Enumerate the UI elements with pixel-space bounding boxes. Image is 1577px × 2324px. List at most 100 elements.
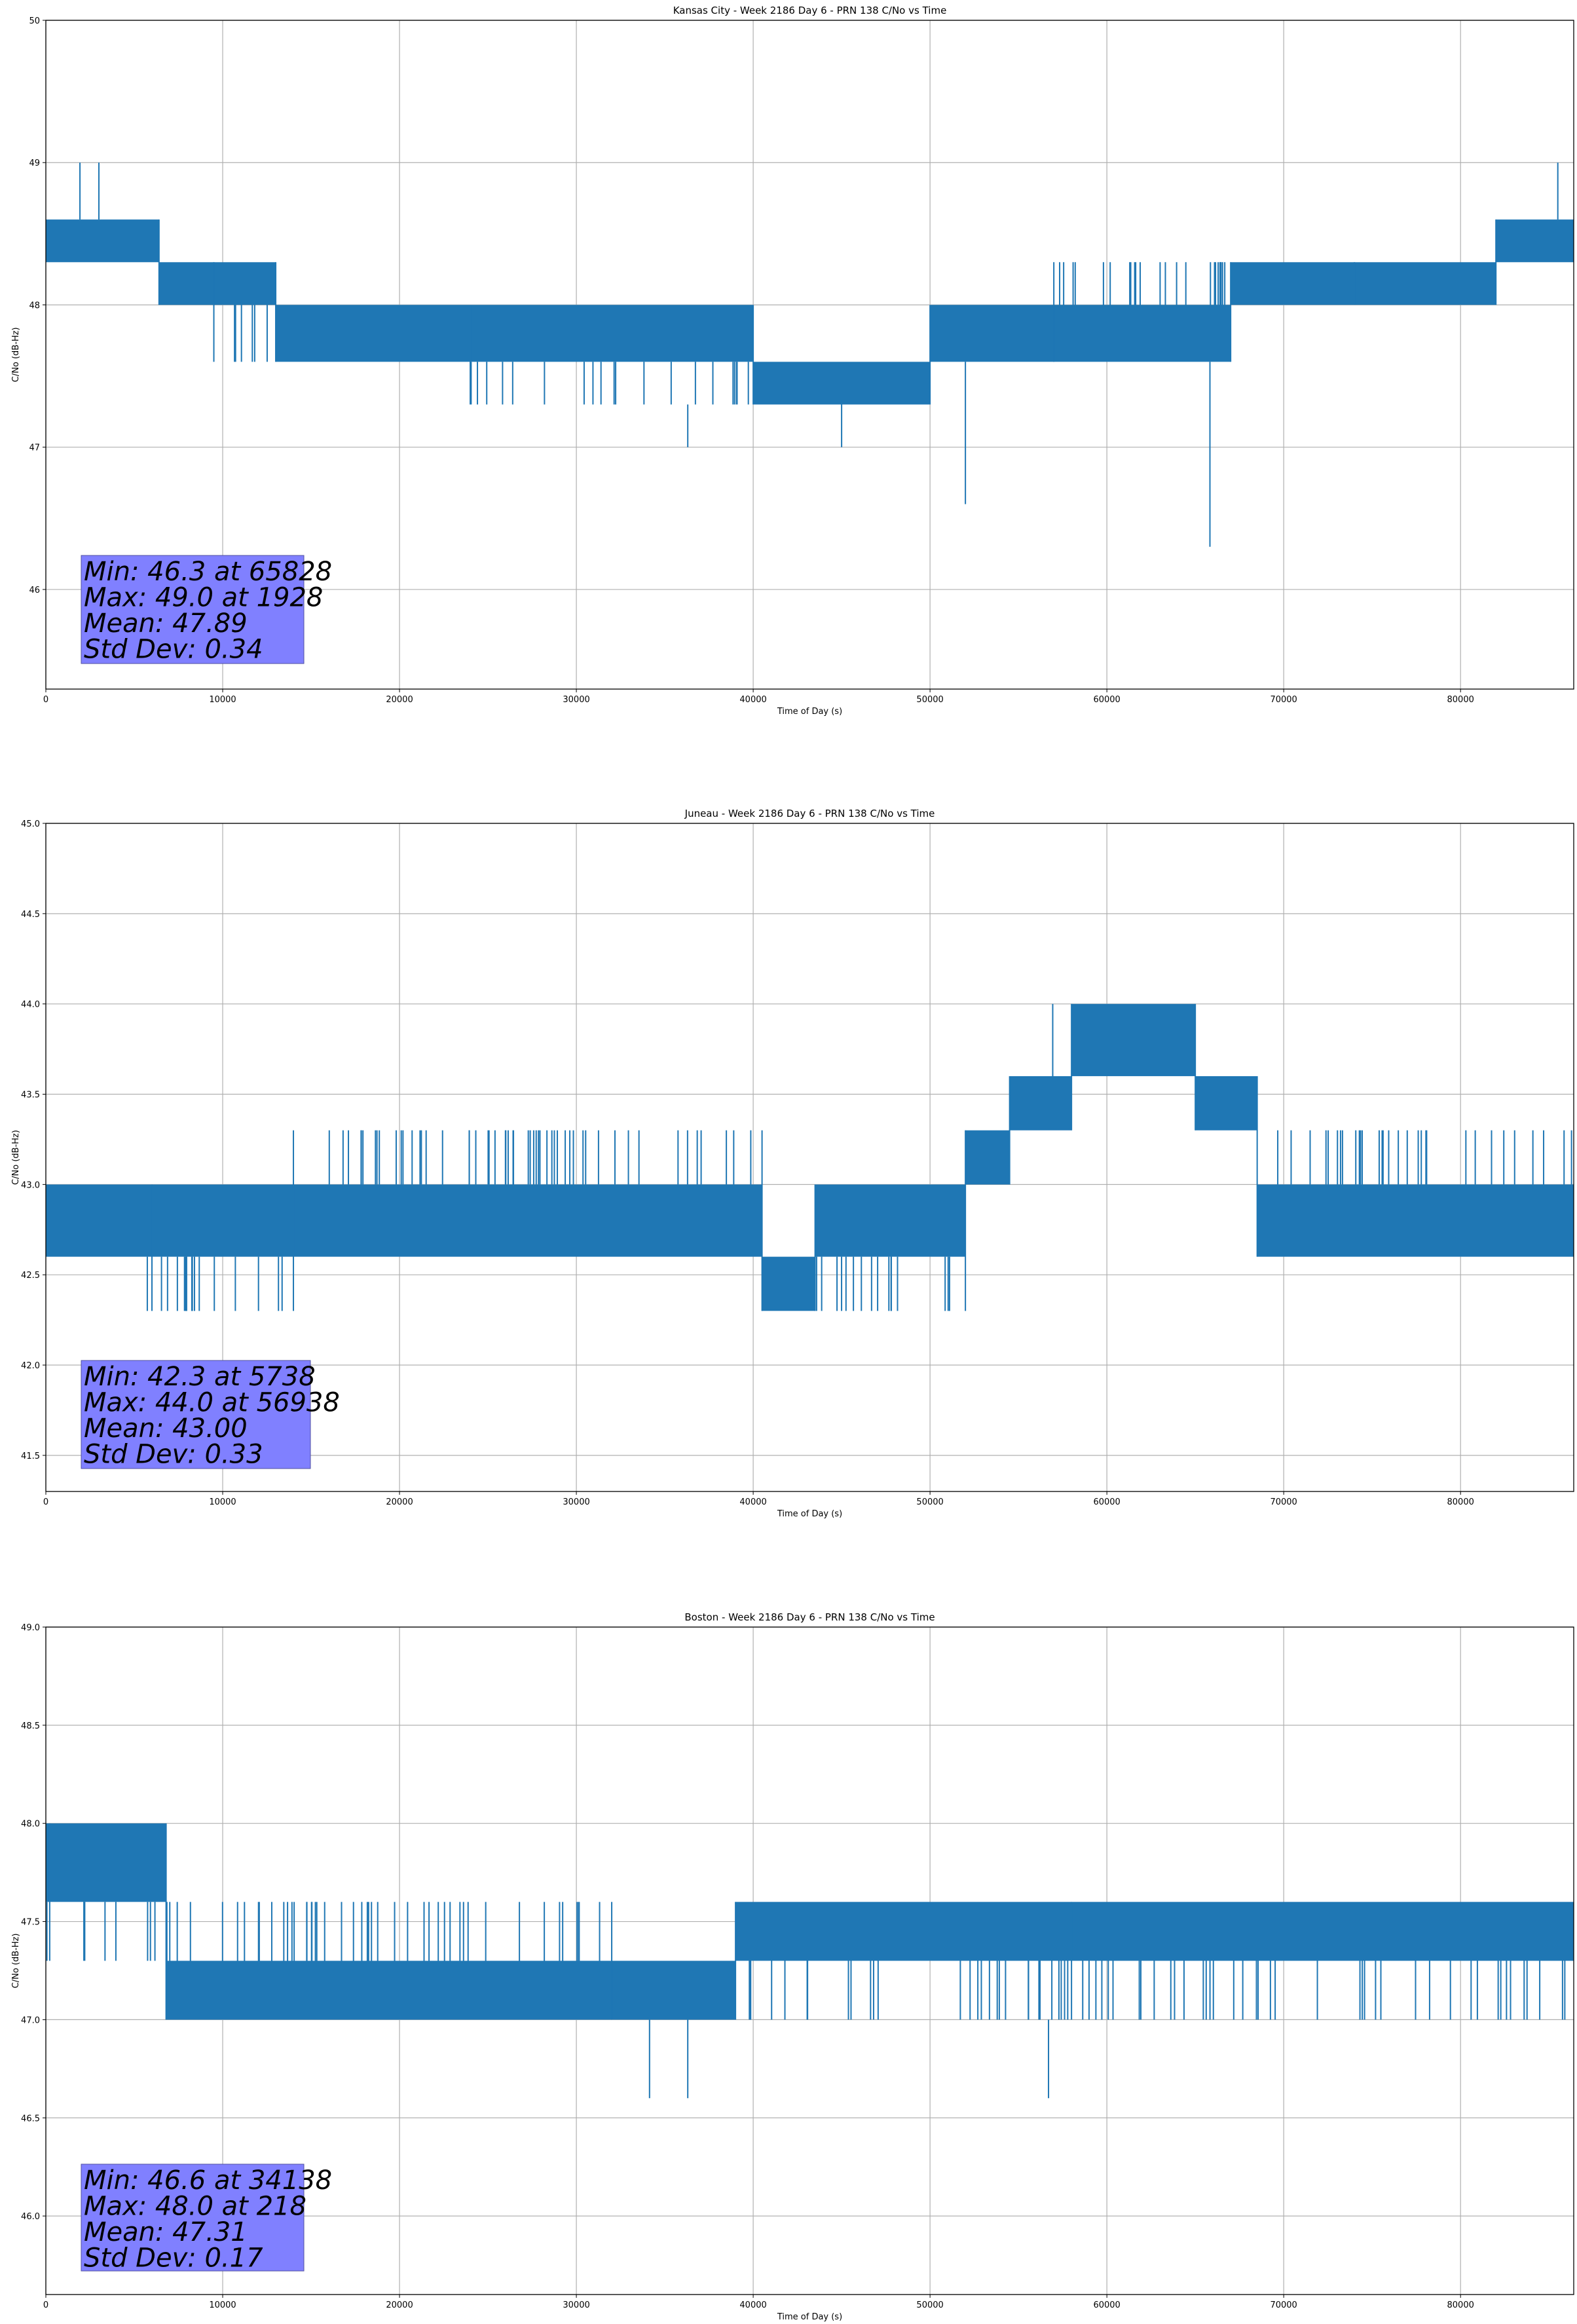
x-tick-label: 70000: [1270, 2300, 1297, 2310]
x-tick-label: 30000: [563, 1497, 589, 1507]
series-band: [46, 219, 159, 263]
series-band: [735, 1902, 1072, 1961]
series-band: [293, 1184, 762, 1257]
series-band: [46, 1823, 166, 1902]
y-tick-label: 43.0: [21, 1180, 40, 1190]
stats-std-text: Std Dev: 0.34: [84, 635, 263, 665]
stats-box-background: [81, 1360, 311, 1469]
axes-frame: [45, 823, 1574, 1492]
x-tick-label: 80000: [1447, 1497, 1474, 1507]
x-tick-label: 40000: [739, 695, 766, 705]
chart-title: Juneau - Week 2186 Day 6 - PRN 138 C/No …: [684, 808, 935, 819]
stats-max-text: Max: 49.0 at 1928: [84, 583, 323, 613]
series-band: [1257, 1184, 1574, 1257]
x-axis-label: Time of Day (s): [777, 2312, 842, 2322]
y-tick-label: 50: [29, 16, 40, 26]
x-tick-label: 10000: [209, 1497, 236, 1507]
y-tick-label: 43.5: [21, 1091, 40, 1100]
x-tick-label: 50000: [916, 1497, 943, 1507]
axes-frame: [45, 1626, 1574, 2295]
chart-panel-1: 0 10000 20000 30000 40000 50000 60000 70000 8000…: [11, 5, 1574, 717]
y-tick-label: 42.5: [21, 1271, 40, 1281]
series-band: [612, 1960, 736, 2020]
x-tick-label: 50000: [916, 695, 943, 705]
stats-mean-text: Mean: 43.00: [84, 1414, 248, 1444]
series-line: [46, 1823, 1574, 2099]
series-band: [1054, 305, 1231, 362]
stats-mean-text: Mean: 47.31: [84, 2217, 248, 2247]
x-tick-label: 40000: [739, 1497, 766, 1507]
x-tick-label: 60000: [1093, 2300, 1120, 2310]
x-tick-label: 10000: [209, 695, 236, 705]
series-band: [470, 305, 754, 362]
series-band: [158, 262, 214, 305]
y-tick-label: 42.0: [21, 1361, 40, 1371]
series-band: [1354, 262, 1496, 305]
y-tick-label: 47.5: [21, 1918, 40, 1928]
chart-panel-2: 0 10000 20000 30000 40000 50000 60000 70000 8000…: [11, 808, 1574, 1519]
stats-max-text: Max: 44.0 at 56938: [84, 1388, 340, 1418]
series-band: [815, 1184, 966, 1257]
y-axis-label: C/No (dB-Hz): [11, 1130, 21, 1185]
x-tick-label: 30000: [563, 695, 589, 705]
stats-std-text: Std Dev: 0.33: [84, 1440, 263, 1470]
series-line: [46, 1003, 1574, 1311]
x-tick-label: 80000: [1447, 2300, 1474, 2310]
series-band: [753, 362, 931, 405]
y-tick-label: 48.0: [21, 1820, 40, 1829]
axes-frame: [45, 20, 1574, 690]
series-band: [762, 1256, 815, 1311]
y-tick-label: 46: [29, 586, 40, 595]
y-tick-label: 49.0: [21, 1623, 40, 1633]
series-band: [152, 1184, 294, 1257]
x-tick-label: 0: [43, 1497, 48, 1507]
x-tick-label: 40000: [739, 2300, 766, 2310]
series-band: [1231, 262, 1355, 305]
series-band: [1195, 1076, 1257, 1131]
x-tick-label: 30000: [563, 2300, 589, 2310]
stats-min-text: Min: 46.6 at 34138: [84, 2165, 332, 2196]
x-axis-label: Time of Day (s): [777, 707, 842, 717]
x-tick-label: 50000: [916, 2300, 943, 2310]
x-tick-label: 70000: [1270, 695, 1297, 705]
series-band: [1071, 1902, 1574, 1961]
series-band: [1071, 1003, 1196, 1076]
chart-panel-3: 0 10000 20000 30000 40000 50000 60000 70000 8000…: [11, 1611, 1574, 2322]
y-tick-label: 47: [29, 443, 40, 453]
x-tick-label: 60000: [1093, 1497, 1120, 1507]
y-axis-label: C/No (dB-Hz): [11, 328, 21, 383]
stats-std-text: Std Dev: 0.17: [84, 2243, 263, 2274]
chart-title: Boston - Week 2186 Day 6 - PRN 138 C/No …: [684, 1611, 935, 1623]
series-line: [46, 162, 1574, 547]
x-tick-label: 0: [43, 2300, 48, 2310]
x-tick-label: 60000: [1093, 695, 1120, 705]
y-tick-label: 46.5: [21, 2114, 40, 2124]
y-tick-label: 46.0: [21, 2212, 40, 2222]
stats-box-background: [81, 555, 305, 664]
y-tick-label: 49: [29, 159, 40, 168]
stats-mean-text: Mean: 47.89: [84, 609, 248, 639]
chart-title: Kansas City - Week 2186 Day 6 - PRN 138 …: [673, 5, 947, 16]
x-tick-label: 0: [43, 695, 48, 705]
x-tick-label: 80000: [1447, 695, 1474, 705]
x-tick-label: 10000: [209, 2300, 236, 2310]
y-axis-label: C/No (dB-Hz): [11, 1934, 21, 1989]
y-tick-label: 48.5: [21, 1721, 40, 1731]
x-tick-label: 70000: [1270, 1497, 1297, 1507]
stats-min-text: Min: 46.3 at 65828: [84, 557, 332, 587]
y-tick-label: 48: [29, 301, 40, 310]
y-tick-label: 44.0: [21, 1000, 40, 1010]
series-band: [213, 262, 276, 305]
y-tick-label: 44.5: [21, 910, 40, 920]
series-band: [1496, 219, 1574, 263]
stats-min-text: Min: 42.3 at 5738: [84, 1362, 316, 1392]
series-band: [930, 305, 1054, 362]
y-tick-label: 47.0: [21, 2015, 40, 2025]
series-band: [46, 1184, 153, 1257]
x-tick-label: 20000: [386, 2300, 413, 2310]
y-tick-label: 41.5: [21, 1452, 40, 1461]
stats-max-text: Max: 48.0 at 218: [84, 2192, 306, 2222]
